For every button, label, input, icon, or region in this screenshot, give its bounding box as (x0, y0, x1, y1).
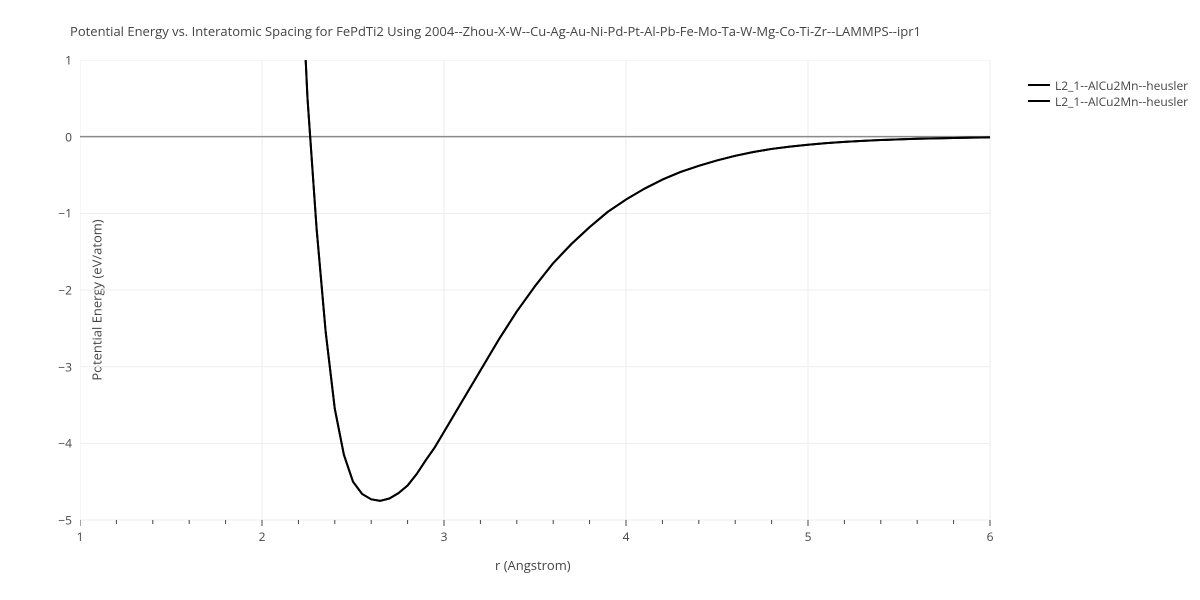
y-tick-label: −1 (32, 205, 72, 222)
y-tick-label: −5 (32, 512, 72, 529)
x-tick-label: 4 (623, 528, 630, 545)
legend-item[interactable]: L2_1--AlCu2Mn--heusler (1028, 94, 1188, 108)
x-axis-label: r (Angstrom) (495, 556, 571, 574)
y-tick-label: −2 (32, 282, 72, 299)
y-tick-label: −4 (32, 435, 72, 452)
x-tick-label: 5 (805, 528, 812, 545)
x-tick-label: 1 (77, 528, 84, 545)
y-tick-label: 0 (32, 128, 72, 145)
legend-swatch (1028, 84, 1050, 86)
x-tick-label: 6 (987, 528, 994, 545)
y-tick-label: 1 (32, 52, 72, 69)
x-tick-label: 3 (441, 528, 448, 545)
y-tick-label: −3 (32, 358, 72, 375)
chart-container: Potential Energy vs. Interatomic Spacing… (0, 0, 1200, 600)
legend[interactable]: L2_1--AlCu2Mn--heuslerL2_1--AlCu2Mn--heu… (1028, 78, 1188, 110)
legend-item[interactable]: L2_1--AlCu2Mn--heusler (1028, 78, 1188, 92)
legend-swatch (1028, 100, 1050, 102)
plot-svg[interactable] (80, 60, 992, 530)
x-tick-label: 2 (259, 528, 266, 545)
chart-title: Potential Energy vs. Interatomic Spacing… (70, 22, 921, 40)
legend-label: L2_1--AlCu2Mn--heusler (1055, 77, 1188, 94)
legend-label: L2_1--AlCu2Mn--heusler (1055, 93, 1188, 110)
